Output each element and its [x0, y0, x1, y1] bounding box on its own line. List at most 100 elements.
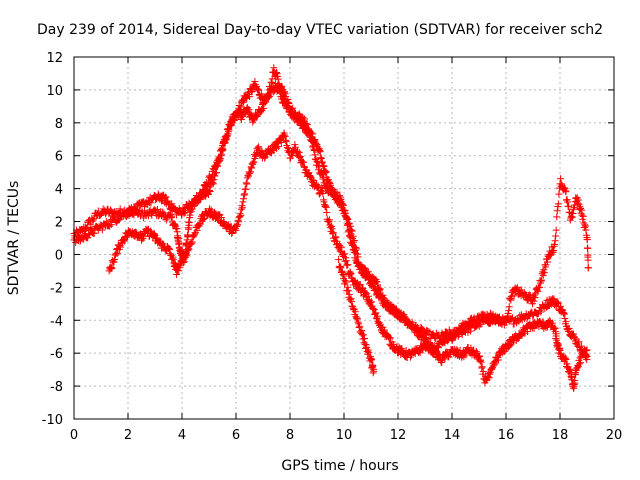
data-point	[346, 296, 354, 304]
data-point	[281, 132, 289, 140]
data-point	[317, 153, 325, 161]
data-point	[288, 105, 296, 113]
data-point	[237, 205, 245, 213]
data-point	[578, 211, 586, 219]
data-point	[350, 238, 358, 246]
data-point	[128, 210, 136, 218]
data-point	[81, 229, 89, 237]
data-point	[369, 362, 377, 370]
data-point	[221, 139, 229, 147]
data-point	[337, 243, 345, 251]
data-point	[222, 135, 230, 143]
data-point	[345, 290, 353, 298]
y-tick-label: -2	[50, 281, 63, 296]
data-point	[562, 355, 570, 363]
data-point	[218, 147, 226, 155]
data-point	[379, 323, 387, 331]
data-point	[329, 228, 337, 236]
data-point	[129, 210, 137, 218]
data-point	[273, 69, 280, 77]
data-point	[466, 327, 474, 335]
data-point	[167, 251, 175, 259]
data-point	[314, 158, 322, 166]
data-point	[332, 233, 340, 241]
data-point	[574, 196, 582, 204]
data-point	[352, 244, 360, 252]
data-point	[82, 224, 90, 232]
y-tick-label: 2	[55, 216, 63, 231]
data-point	[341, 276, 349, 284]
data-point	[552, 232, 560, 240]
data-point	[550, 295, 558, 303]
data-point	[577, 359, 585, 367]
data-point	[319, 190, 327, 198]
data-point	[356, 322, 364, 330]
data-point	[318, 170, 326, 178]
data-point	[372, 309, 380, 317]
data-point	[369, 304, 377, 312]
data-point	[84, 234, 92, 242]
data-point	[183, 252, 191, 260]
data-point	[580, 219, 588, 227]
y-tick-label: 10	[46, 84, 63, 99]
data-point	[158, 208, 166, 216]
data-point	[217, 145, 225, 153]
data-point	[422, 333, 430, 341]
data-point	[376, 285, 384, 293]
data-point	[160, 209, 168, 217]
data-point	[213, 169, 221, 177]
data-point	[368, 356, 376, 364]
data-point	[107, 263, 115, 271]
x-tick-label: 12	[390, 428, 407, 443]
data-point	[227, 121, 235, 129]
data-point	[350, 237, 358, 245]
data-point	[336, 192, 344, 200]
data-point	[577, 204, 585, 212]
data-point	[485, 374, 493, 382]
data-point	[116, 243, 124, 251]
data-point	[570, 205, 577, 213]
data-point	[358, 327, 366, 335]
data-point	[308, 137, 316, 145]
data-point	[313, 157, 321, 165]
data-points	[70, 64, 592, 392]
data-point	[311, 151, 319, 159]
x-tick-label: 18	[552, 428, 569, 443]
data-point	[338, 267, 346, 275]
data-point	[344, 283, 352, 291]
data-point	[554, 200, 562, 208]
data-point	[240, 195, 248, 203]
data-point	[454, 329, 462, 337]
data-point	[306, 129, 314, 137]
data-point	[89, 216, 97, 224]
data-point	[449, 336, 457, 344]
data-point	[104, 221, 112, 229]
data-point	[561, 187, 569, 195]
data-point	[361, 335, 369, 343]
data-point	[558, 306, 566, 314]
y-tick-label: 6	[55, 150, 63, 165]
data-point	[574, 199, 582, 207]
data-point	[280, 89, 288, 97]
data-point	[561, 354, 569, 362]
data-point	[431, 345, 439, 353]
data-point	[552, 226, 560, 234]
data-point	[336, 264, 344, 272]
data-point	[173, 270, 181, 278]
data-point	[348, 226, 356, 234]
data-point	[484, 373, 492, 381]
data-point	[206, 186, 214, 194]
data-point	[490, 362, 498, 370]
data-point	[185, 245, 193, 253]
data-point	[507, 296, 515, 304]
data-point	[255, 86, 263, 94]
data-point	[344, 261, 352, 269]
series-trace-2	[70, 64, 592, 356]
data-point	[261, 154, 269, 162]
data-point	[226, 122, 234, 130]
data-point	[114, 249, 122, 257]
data-point	[339, 201, 347, 209]
data-point	[210, 176, 218, 184]
data-point	[299, 114, 307, 122]
